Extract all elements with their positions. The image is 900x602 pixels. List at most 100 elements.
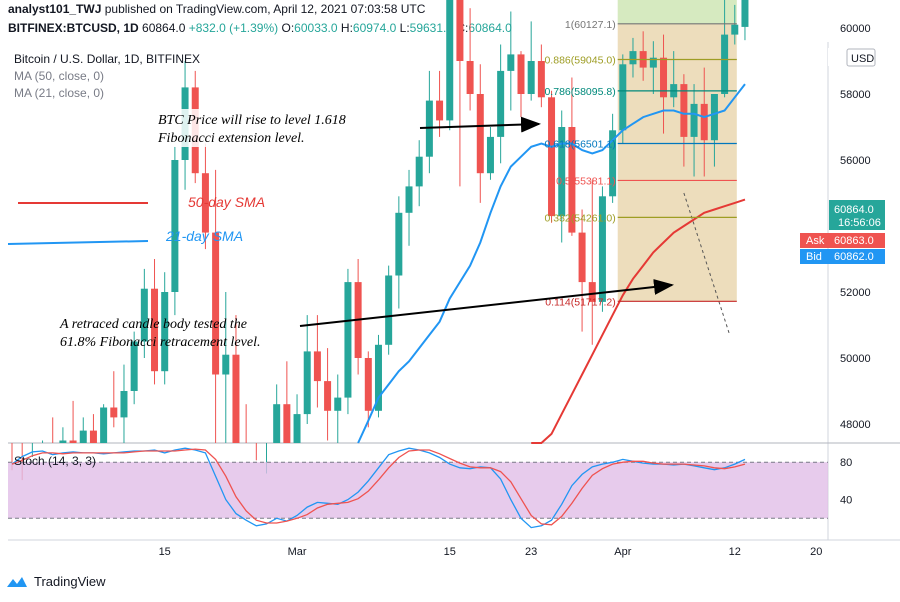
fib-trend-line — [683, 192, 731, 336]
candle-body — [588, 282, 596, 302]
candle-body — [212, 232, 220, 375]
price-tick-label: 60000 — [840, 23, 871, 35]
top-note-line1: BTC Price will rise to level 1.618 — [158, 113, 346, 128]
bottom-note-line2: 61.8% Fibonacci retracement level. — [60, 335, 260, 350]
top-arrow — [419, 116, 541, 133]
fib-level-label: 0.618(56501.1) — [544, 138, 615, 150]
price-tick-label: 52000 — [840, 287, 871, 299]
price-tick-label: 50000 — [840, 353, 871, 365]
candle-body — [517, 54, 525, 94]
candle-body — [649, 57, 657, 68]
candle-body — [313, 351, 321, 382]
candle-body — [120, 391, 128, 418]
fibonacci-extension-tool[interactable] — [617, 0, 737, 336]
sma21-legend-line — [7, 240, 149, 245]
bid-value: 60862.0 — [834, 251, 874, 263]
bid-label: Bid — [806, 251, 822, 263]
fibonacci-labels: 2(69619.1)1.618(65993.1)1.272(62708.9)1.… — [544, 19, 737, 308]
candle-body — [201, 173, 209, 233]
ask-label: Ask — [806, 235, 825, 247]
bottom-arrow — [299, 279, 674, 327]
candle-body — [598, 196, 606, 302]
candle-body — [374, 344, 382, 411]
fib-level-label: 0.114(51717.2) — [545, 296, 615, 308]
candle-body — [609, 130, 617, 197]
time-tick-label: 15 — [444, 546, 456, 558]
candle-body — [660, 57, 668, 98]
ohlc-line: BITFINEX:BTCUSD, 1D 60864.0 +832.0 (+1.3… — [8, 21, 512, 35]
candle-body — [385, 275, 393, 345]
symbol: BITFINEX:BTCUSD, 1D — [8, 21, 139, 35]
tradingview-logo[interactable]: TradingView — [6, 574, 106, 589]
currency-label: USD — [851, 53, 874, 65]
stoch-legend[interactable]: Stoch (14, 3, 3) — [14, 454, 96, 468]
time-tick-label: 15 — [159, 546, 171, 558]
axis-top-mask — [828, 48, 848, 66]
candle-body — [497, 70, 505, 137]
candle-body — [161, 292, 169, 372]
stoch-k-line — [11, 447, 746, 529]
candle-body — [283, 404, 291, 443]
publisher-name[interactable]: analyst101_TWJ — [8, 2, 102, 16]
time-axis[interactable]: 15 Mar 15 23 Apr 12 20 — [159, 546, 823, 558]
candle-body — [344, 282, 352, 398]
candle-body — [273, 404, 281, 443]
candle-body — [130, 341, 138, 391]
publish-line: analyst101_TWJ published on TradingView.… — [8, 2, 425, 16]
candle-body — [151, 288, 159, 372]
candle-body — [456, 0, 464, 61]
candle-body — [486, 136, 494, 174]
tradingview-logo-icon — [7, 576, 27, 587]
ask-tag — [800, 233, 885, 248]
candle-body — [568, 127, 576, 233]
candle-body — [79, 430, 87, 443]
fib-level-label: 1(60127.1) — [565, 19, 616, 31]
candle-body — [446, 0, 454, 121]
candle-body — [476, 94, 484, 174]
candle-body — [578, 232, 586, 283]
legend-title: Bitcoin / U.S. Dollar, 1D, BITFINEX — [14, 52, 200, 66]
candle-body — [100, 407, 108, 443]
candle-body — [222, 354, 230, 375]
candle-body — [293, 414, 301, 443]
legend-ma21[interactable]: MA (21, close, 0) — [14, 86, 104, 100]
candle-body — [721, 34, 729, 94]
candle-body — [69, 440, 77, 443]
ma21-line — [357, 83, 746, 444]
candle-body — [548, 97, 556, 217]
time-tick-label: 12 — [729, 546, 741, 558]
candle-body — [537, 61, 545, 98]
candle-body — [89, 430, 97, 443]
price-tick-label: 58000 — [840, 89, 871, 101]
publish-info: published on TradingView.com, April 12, … — [104, 2, 426, 16]
price-tick-label: 56000 — [840, 155, 871, 167]
candle-body — [731, 24, 739, 35]
low-value: 59631.0 — [409, 21, 454, 35]
candle-body — [415, 156, 423, 187]
bid-tag — [800, 249, 885, 264]
candle-body — [436, 100, 444, 121]
stoch-tick-label: 80 — [840, 457, 852, 469]
candle-body — [303, 351, 311, 415]
candle-body — [59, 440, 67, 443]
candle-body — [619, 64, 627, 131]
candle-body — [507, 54, 515, 71]
last-value: 60864.0 — [142, 21, 186, 35]
currency-button[interactable] — [846, 48, 876, 67]
fib-zone-band — [617, 0, 737, 24]
candle-body — [710, 94, 718, 141]
bottom-note-line1: A retraced candle body tested the — [59, 317, 247, 332]
time-tick-label: Mar — [288, 546, 307, 558]
stoch-axis: 40 80 — [840, 457, 852, 506]
top-note-line2: Fibonacci extension level. — [157, 131, 305, 146]
fib-level-label: 0.786(58095.8) — [544, 86, 615, 98]
fib-zone-lower — [617, 23, 737, 302]
legend-ma50[interactable]: MA (50, close, 0) — [14, 69, 104, 83]
candle-body — [171, 160, 179, 292]
candle-body — [466, 61, 474, 94]
stoch-band — [8, 462, 828, 519]
candle-body — [364, 358, 372, 411]
candle-body — [110, 407, 118, 418]
time-tick-label: 20 — [810, 546, 822, 558]
